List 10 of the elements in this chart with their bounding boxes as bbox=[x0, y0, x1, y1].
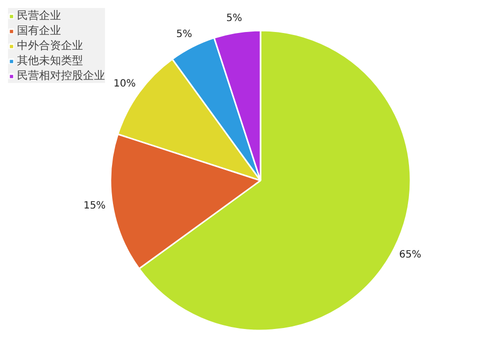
data-label: 10% bbox=[113, 78, 136, 90]
legend-label: 国有企业 bbox=[17, 23, 61, 38]
data-label: 5% bbox=[226, 13, 242, 24]
legend-label: 民营企业 bbox=[17, 8, 61, 23]
legend-label: 民营相对控股企业 bbox=[17, 68, 105, 83]
legend-label: 其他未知类型 bbox=[17, 53, 83, 68]
data-label: 15% bbox=[83, 200, 106, 212]
data-label: 65% bbox=[399, 249, 422, 260]
legend-label: 中外合资企业 bbox=[17, 38, 83, 53]
data-label: 5% bbox=[176, 28, 192, 40]
